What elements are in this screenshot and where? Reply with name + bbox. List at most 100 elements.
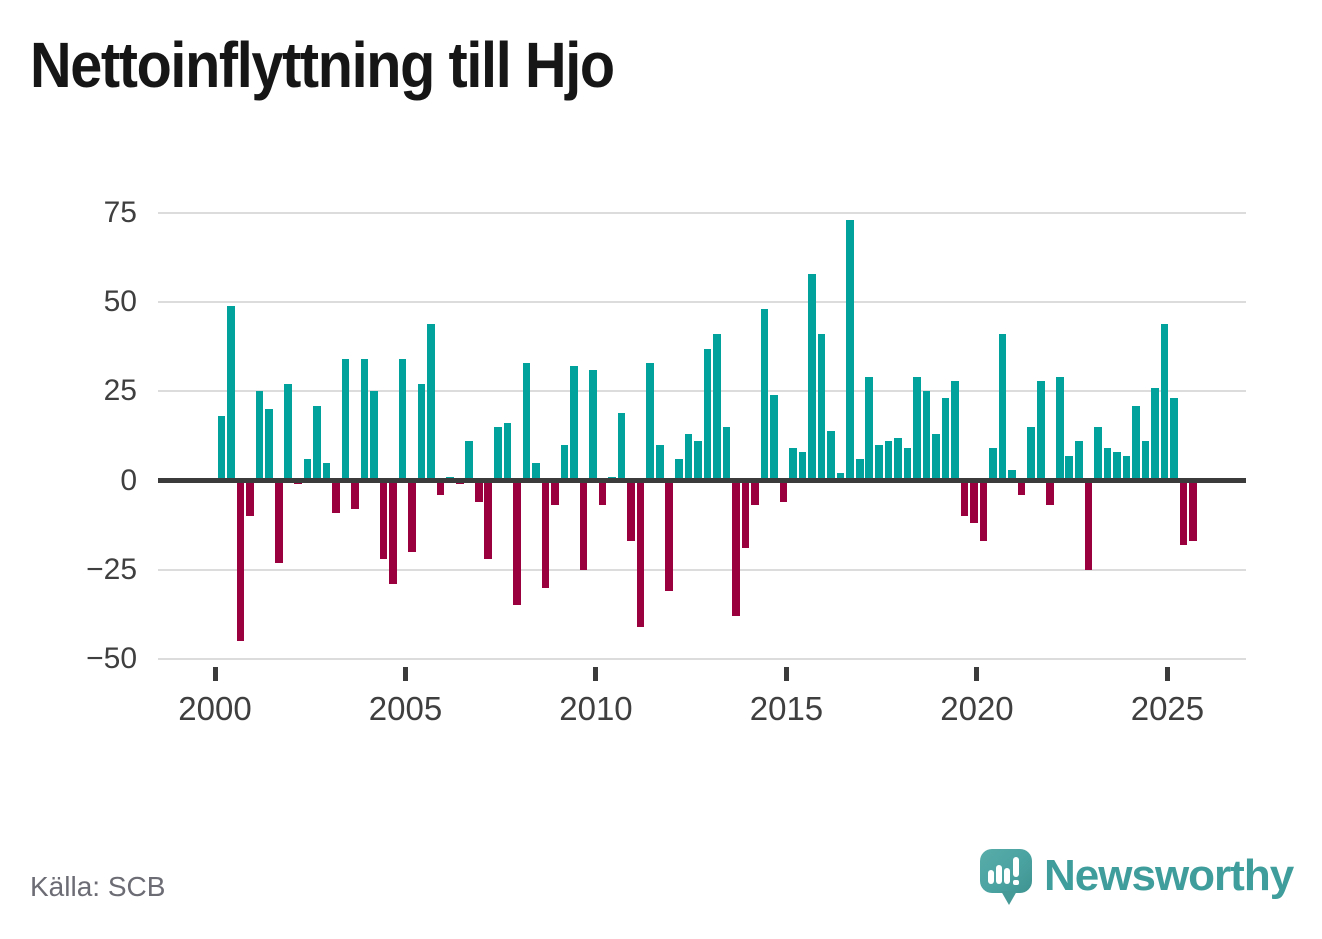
bar	[408, 480, 416, 552]
bar	[951, 380, 959, 481]
bar	[274, 480, 283, 563]
bar	[236, 480, 245, 641]
x-axis-tick-label: 2015	[749, 690, 824, 727]
bar	[1036, 380, 1045, 481]
bar	[322, 462, 331, 481]
bar	[760, 309, 769, 481]
bar	[846, 220, 854, 481]
bar	[817, 334, 826, 481]
bar	[770, 394, 778, 481]
source-caption: Källa: SCB	[30, 871, 166, 902]
gridline	[158, 301, 1246, 304]
bar	[598, 480, 607, 506]
bar	[960, 480, 969, 517]
bar	[1132, 405, 1140, 481]
bar	[570, 366, 578, 481]
x-axis-tick-label: 2020	[940, 690, 1014, 727]
bar	[703, 348, 712, 481]
x-axis-tick-label: 2000	[178, 690, 252, 727]
bar	[779, 480, 788, 502]
bar	[789, 448, 797, 481]
bar	[589, 369, 597, 481]
bar	[713, 334, 721, 481]
chart-title: Nettoinflyttning till Hjo	[30, 29, 615, 101]
bar	[1027, 426, 1035, 481]
logo-bar-icon	[988, 870, 994, 884]
y-axis-tick-label: 25	[103, 374, 137, 408]
logo-bar-icon	[996, 865, 1002, 884]
bar	[1103, 448, 1112, 481]
bar	[1065, 455, 1074, 481]
bar	[741, 480, 750, 549]
bar	[370, 391, 378, 481]
bar	[1046, 480, 1055, 506]
bar	[798, 451, 807, 481]
bar	[808, 273, 816, 481]
bar	[465, 441, 474, 481]
y-axis-tick-label: −25	[86, 552, 137, 586]
bar	[1151, 387, 1159, 481]
bar	[217, 416, 226, 481]
bar	[560, 444, 569, 481]
bar	[865, 377, 874, 481]
bar	[903, 448, 912, 481]
bar	[427, 323, 435, 481]
bar	[636, 480, 645, 627]
bar	[855, 459, 864, 481]
bar	[1008, 469, 1016, 481]
x-axis-tick	[974, 667, 980, 681]
gridline	[158, 390, 1246, 393]
bar	[646, 362, 654, 481]
y-axis-tick-label: 50	[103, 285, 137, 319]
bar	[255, 391, 264, 481]
bar	[484, 480, 493, 559]
bar	[655, 444, 664, 481]
bar	[970, 480, 978, 524]
bar	[827, 430, 835, 481]
bar	[979, 480, 988, 542]
bar	[579, 480, 588, 570]
y-axis-tick-label: 0	[120, 463, 137, 497]
bar	[627, 480, 635, 542]
bar	[751, 480, 759, 506]
bar	[1122, 455, 1131, 481]
bar	[284, 384, 293, 481]
bar	[1189, 480, 1197, 542]
bar	[722, 426, 731, 481]
x-axis-tick	[1164, 667, 1170, 681]
x-axis-tick	[783, 667, 789, 681]
logo-bar-icon	[1004, 868, 1010, 884]
logo-exclamation-icon	[1013, 880, 1019, 885]
bar	[665, 480, 674, 592]
bar	[522, 362, 531, 481]
newsworthy-logo-icon	[980, 849, 1032, 893]
y-axis-tick-label: 75	[103, 195, 137, 229]
bar	[1170, 398, 1178, 481]
bar	[989, 448, 997, 481]
x-axis-tick-label: 2005	[368, 690, 443, 727]
brand-wordmark: Newsworthy	[1044, 851, 1294, 900]
bar	[684, 434, 693, 481]
bar	[436, 480, 445, 495]
x-axis-tick-label: 2010	[559, 690, 633, 727]
bar	[1113, 451, 1121, 481]
bar	[513, 480, 521, 606]
logo-bubble-tail	[1001, 891, 1017, 905]
y-axis-tick-label: −50	[86, 641, 137, 675]
bar	[998, 334, 1007, 481]
bar	[541, 480, 550, 588]
gridline	[158, 211, 1246, 214]
bar	[884, 441, 893, 481]
bar	[351, 480, 359, 510]
bar	[1084, 480, 1093, 570]
bar	[922, 391, 931, 481]
bar	[265, 409, 274, 481]
bar	[332, 480, 340, 513]
bar	[894, 437, 902, 481]
bar	[1141, 441, 1150, 481]
bar	[360, 359, 369, 481]
bar	[417, 384, 426, 481]
bar	[313, 405, 321, 481]
x-axis-tick-label: 2025	[1130, 690, 1205, 727]
